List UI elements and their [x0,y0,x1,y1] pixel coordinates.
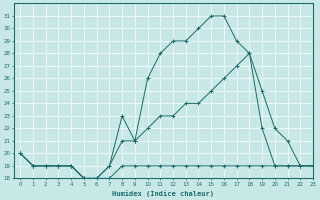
X-axis label: Humidex (Indice chaleur): Humidex (Indice chaleur) [113,190,214,197]
